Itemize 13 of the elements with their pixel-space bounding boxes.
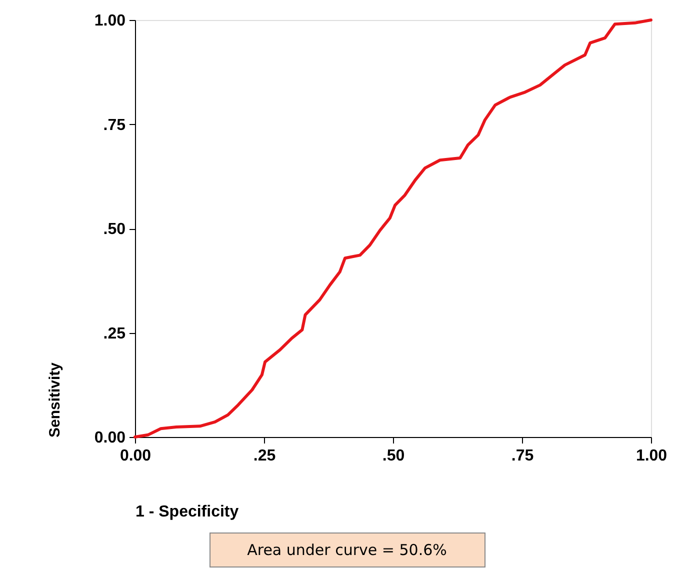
x-tick-label: 1.00 [636, 448, 668, 464]
text: Area under curve = 50.6% [247, 541, 447, 559]
x-tick-label: .75 [511, 448, 534, 464]
y-tick-label: 0.00 [94, 430, 126, 446]
y-tick-label: .25 [103, 325, 126, 342]
y-axis-title: Sensitivity [46, 362, 64, 438]
y-tick-label: 1.00 [94, 12, 126, 30]
x-tick-label: .50 [382, 448, 405, 464]
x-tick-label: 0.00 [120, 448, 152, 464]
x-axis-title: 1 - Specificity [136, 504, 239, 520]
x-tick-label: .25 [253, 448, 276, 464]
y-tick-label: .75 [103, 116, 126, 134]
y-tick-label: .50 [103, 221, 126, 238]
